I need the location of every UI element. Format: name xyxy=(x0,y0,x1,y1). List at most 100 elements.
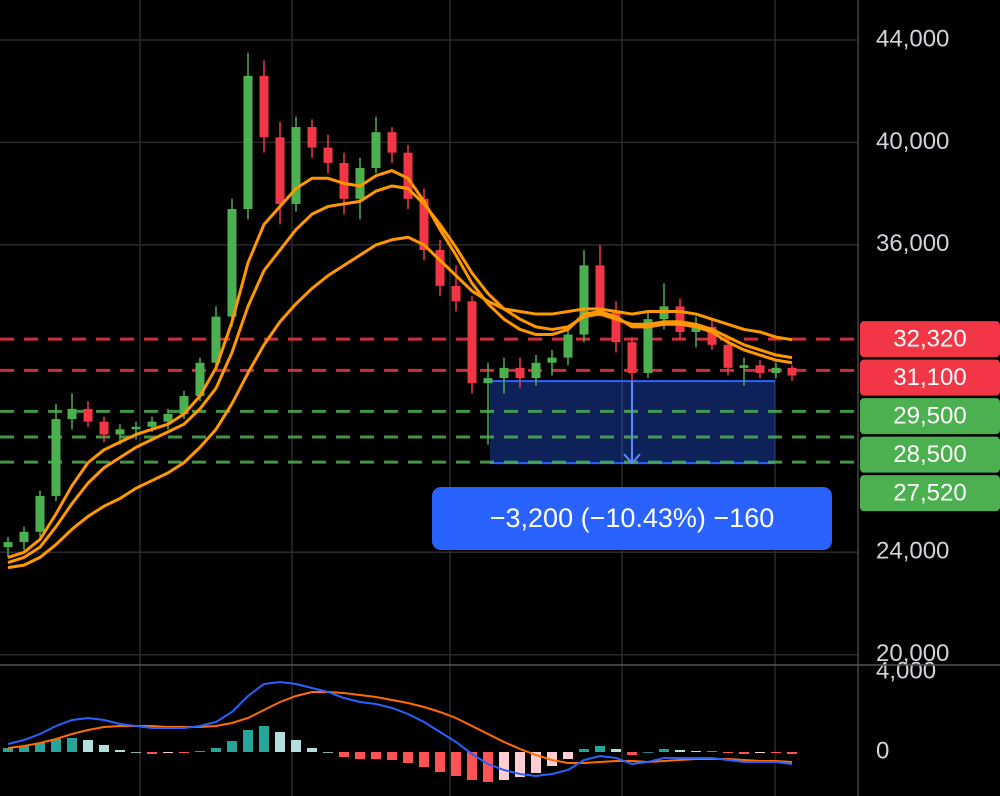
histogram-bar xyxy=(355,752,365,759)
candle-body xyxy=(179,396,189,414)
y-tick-label: 4,000 xyxy=(876,657,936,684)
candle-body xyxy=(691,326,701,332)
price-label-box xyxy=(860,436,1000,473)
histogram-bar xyxy=(467,752,477,780)
price-label-box xyxy=(860,321,1000,358)
histogram-bar xyxy=(195,751,205,752)
histogram-bar xyxy=(675,750,685,752)
histogram-bar xyxy=(627,752,637,755)
candle-body xyxy=(771,367,781,373)
price-label-box xyxy=(860,359,1000,396)
histogram-bar xyxy=(83,740,93,752)
candle-body xyxy=(483,378,493,384)
histogram-bar xyxy=(643,752,653,753)
histogram-bar xyxy=(659,749,669,752)
candle-body xyxy=(515,367,525,379)
histogram-bar xyxy=(755,752,765,753)
candle-body xyxy=(275,137,285,204)
price-label-box xyxy=(860,398,1000,435)
candle-body xyxy=(211,316,221,363)
candle-body xyxy=(627,342,637,373)
candle-body xyxy=(83,408,93,422)
candle-body xyxy=(67,408,77,420)
histogram-bar xyxy=(371,752,381,759)
histogram-bar xyxy=(531,752,541,773)
candle-body xyxy=(35,495,45,532)
candle-body xyxy=(451,285,461,302)
histogram-bar xyxy=(787,752,797,754)
candle-body xyxy=(3,542,13,548)
measure-label: −3,200 (−10.43%) −160 xyxy=(490,503,774,533)
histogram-bar xyxy=(243,730,253,752)
candle-body xyxy=(595,265,605,312)
candle-body xyxy=(99,421,109,435)
histogram-bar xyxy=(275,732,285,752)
candle-body xyxy=(435,250,445,286)
histogram-bar xyxy=(499,752,509,780)
histogram-bar xyxy=(115,750,125,752)
candle-body xyxy=(307,127,317,148)
y-tick-label: 36,000 xyxy=(876,230,949,257)
y-tick-label: 0 xyxy=(876,737,889,764)
histogram-bar xyxy=(3,748,13,752)
plot: −3,200 (−10.43%) −160 xyxy=(0,39,858,782)
histogram-bar xyxy=(563,752,573,759)
candle-body xyxy=(163,413,173,422)
histogram-bar xyxy=(451,752,461,776)
price-label: 29,500 xyxy=(893,403,966,430)
price-label: 32,320 xyxy=(893,326,966,353)
y-tick-label: 20,000 xyxy=(876,640,949,667)
candle-body xyxy=(131,426,141,430)
moving-average xyxy=(7,169,793,559)
candle-body xyxy=(707,326,717,345)
y-tick-label: 44,000 xyxy=(876,25,949,52)
macd-line xyxy=(7,680,793,778)
candle-body xyxy=(723,344,733,368)
candle-body xyxy=(243,75,253,210)
candle-body xyxy=(419,198,429,251)
histogram-bar xyxy=(163,752,173,753)
price-label: 28,500 xyxy=(893,441,966,468)
histogram-bar xyxy=(19,746,29,752)
candle-body xyxy=(355,168,365,199)
histogram-bar xyxy=(435,752,445,772)
price-axis: 20,000 24,000 36,000 40,000 44,000 32,320 31,1… xyxy=(857,0,1000,796)
candle-body xyxy=(563,334,573,358)
measure-arrowhead xyxy=(623,453,641,465)
histogram-bar xyxy=(403,752,413,763)
candle-body xyxy=(115,429,125,435)
histogram-bar xyxy=(259,726,269,752)
axis-background xyxy=(858,0,1000,796)
y-tick-label: 24,000 xyxy=(876,538,949,565)
histogram-bar xyxy=(707,751,717,752)
price-label: 31,100 xyxy=(893,364,966,391)
histogram-bar xyxy=(739,752,749,754)
candle-body xyxy=(387,132,397,153)
price-label: 27,520 xyxy=(893,480,966,507)
y-tick-label: 40,000 xyxy=(876,128,949,155)
candle-body xyxy=(403,152,413,199)
candle-body xyxy=(787,367,797,376)
price-label-box xyxy=(860,475,1000,512)
histogram-bar xyxy=(611,749,621,752)
histogram-bar xyxy=(419,752,429,767)
histogram-bar xyxy=(483,752,493,782)
candle-body xyxy=(195,362,205,397)
candle-body xyxy=(643,319,653,373)
candle-body xyxy=(371,132,381,169)
histogram-bar xyxy=(147,752,157,754)
histogram-bar xyxy=(323,752,333,753)
histogram-bar xyxy=(691,751,701,752)
candle-body xyxy=(147,421,157,427)
moving-average xyxy=(7,235,793,570)
histogram-bar xyxy=(179,752,189,753)
candle-body xyxy=(259,75,269,138)
candle-body xyxy=(467,301,477,384)
candle-body xyxy=(675,306,685,332)
histogram-bar xyxy=(227,741,237,752)
candle-body xyxy=(547,357,557,363)
candle-body xyxy=(227,209,237,317)
